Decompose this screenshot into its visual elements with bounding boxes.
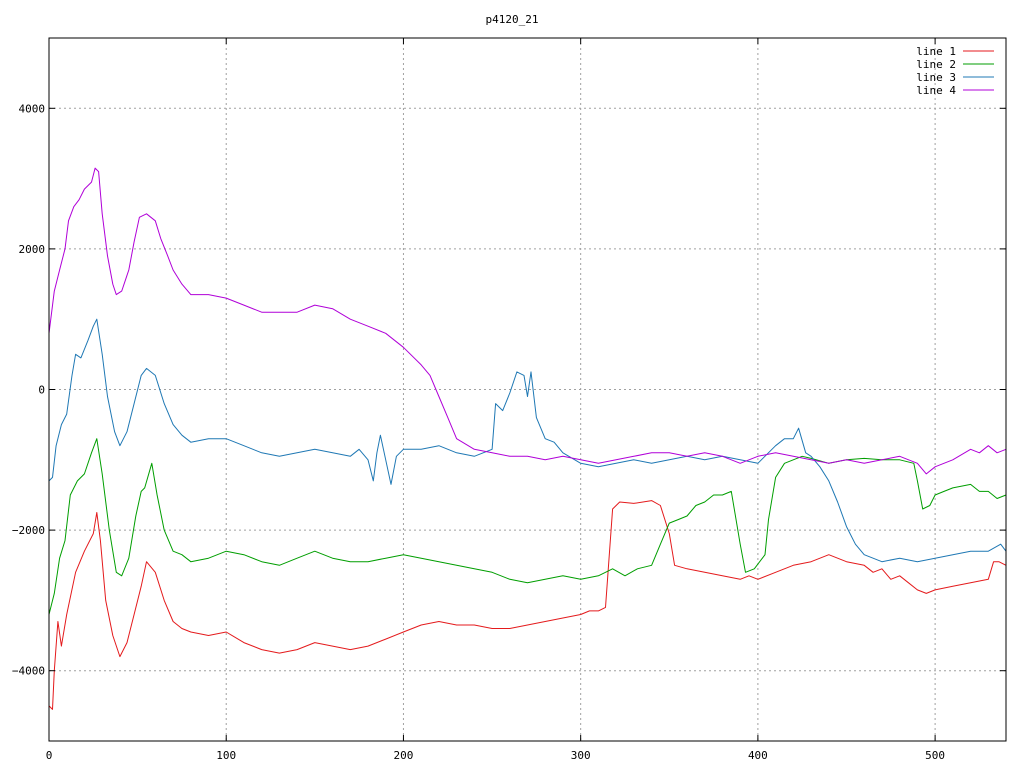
y-tick-label: 2000 — [19, 243, 46, 256]
y-tick-label: −4000 — [12, 665, 45, 678]
series-line-line-3 — [48, 318, 1007, 563]
series-line-line-2 — [48, 438, 1007, 615]
x-tick-label: 400 — [748, 749, 768, 762]
series-line-line-4 — [48, 167, 1007, 475]
y-tick-label: −2000 — [12, 524, 45, 537]
x-tick-label: 300 — [571, 749, 591, 762]
chart-title: p4120_21 — [486, 13, 539, 26]
ticks: 0 100 200 300 400 500 −4000 −2000 0 2000 4000 — [12, 38, 1006, 762]
grid — [49, 38, 1006, 741]
legend-label: line 3 — [916, 71, 956, 84]
legend-label: line 1 — [916, 45, 956, 58]
legend-label: line 2 — [916, 58, 956, 71]
series-line-line-1 — [48, 500, 1007, 710]
legend-label: line 4 — [916, 84, 956, 97]
x-tick-label: 500 — [925, 749, 945, 762]
x-tick-label: 0 — [46, 749, 53, 762]
y-tick-label: 0 — [38, 384, 45, 397]
y-tick-label: 4000 — [19, 102, 46, 115]
series-layer — [48, 167, 1007, 710]
x-tick-label: 200 — [394, 749, 414, 762]
x-tick-label: 100 — [216, 749, 236, 762]
